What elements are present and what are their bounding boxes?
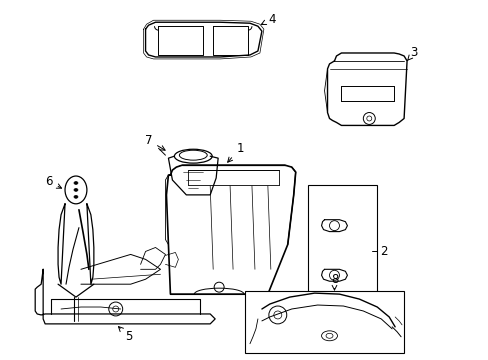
Text: 5: 5 bbox=[118, 327, 132, 343]
Text: 4: 4 bbox=[261, 13, 275, 26]
Text: 8: 8 bbox=[330, 273, 338, 290]
Bar bbox=[244, 291, 403, 353]
Text: 2: 2 bbox=[380, 245, 387, 258]
Text: 1: 1 bbox=[227, 142, 244, 162]
Ellipse shape bbox=[74, 195, 78, 198]
Bar bbox=[307, 185, 376, 314]
Text: 6: 6 bbox=[45, 175, 61, 189]
Text: 3: 3 bbox=[407, 46, 417, 60]
Text: 7: 7 bbox=[144, 134, 165, 150]
Ellipse shape bbox=[74, 181, 78, 184]
Ellipse shape bbox=[74, 189, 78, 191]
